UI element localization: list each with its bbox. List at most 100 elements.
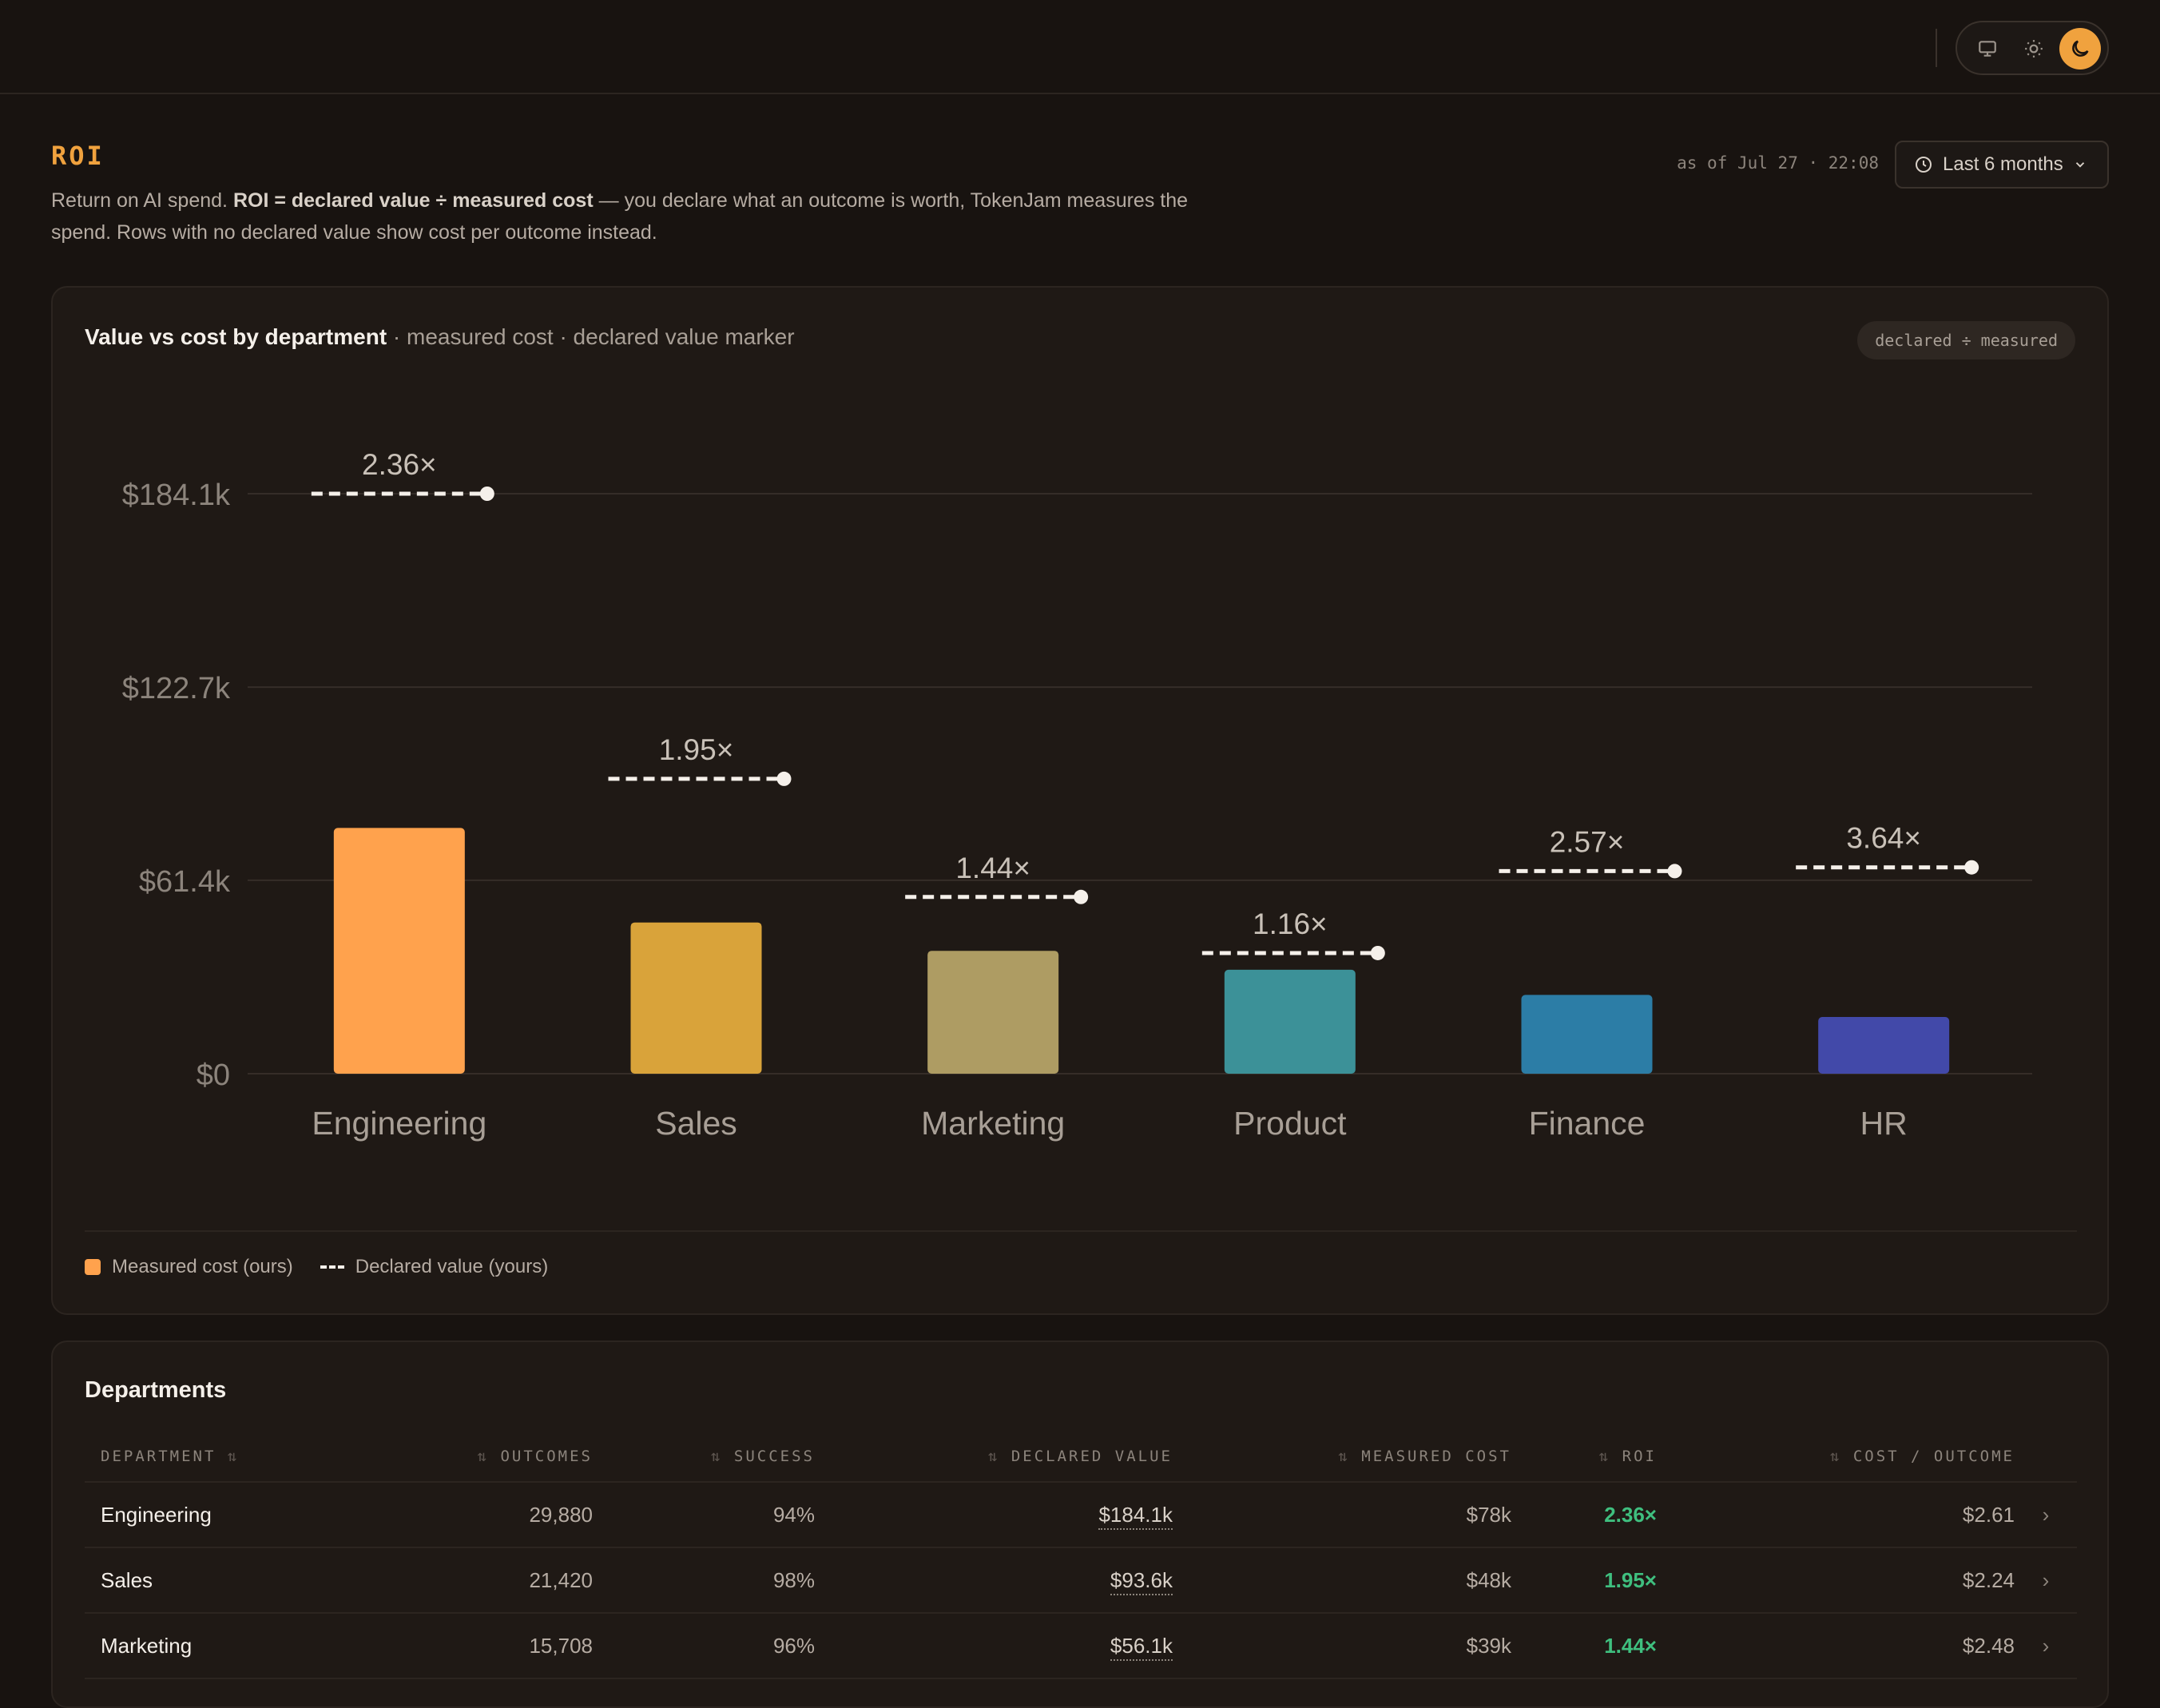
success-cell: 96% [593,1613,815,1679]
declared-value-dot [776,771,792,786]
roi-label: 1.44× [955,852,1030,884]
table-row[interactable]: Engineering 29,880 94% $184.1k $78k 2.36… [85,1482,2077,1548]
roi-cell: 1.95× [1511,1547,1657,1614]
declared-value-edit[interactable]: $184.1k [1098,1502,1173,1530]
roi-label: 3.64× [1846,822,1921,855]
sort-icon: ⇅ [1338,1448,1350,1465]
legend-value-label: Declared value (yours) [355,1256,549,1277]
moon-icon [2072,40,2089,57]
roi-cell: 2.36× [1511,1482,1657,1548]
chart-title-main: Value vs cost by department [85,324,387,349]
chart-subtitle: · measured cost · declared value marker [387,324,795,349]
measured-cost-cell: $39k [1173,1613,1511,1679]
value-vs-cost-chart: $0 $61.4k $122.7k $184.1k 2.36× Engineering 1.… [122,448,2032,1142]
column-header-actions [2015,1432,2077,1483]
column-header-measured-cost[interactable]: ⇅ MEASURED COST [1173,1432,1511,1483]
department-name: Marketing [85,1613,398,1679]
column-header-success[interactable]: ⇅ SUCCESS [593,1432,815,1483]
cost-bar [1818,1017,1950,1074]
column-header-cost-per-outcome[interactable]: ⇅ COST / OUTCOME [1657,1432,2015,1483]
y-tick-label: $61.4k [139,865,231,899]
chart-legend: Measured cost (ours) Declared value (you… [85,1256,548,1278]
declared-value-edit[interactable]: $93.6k [1110,1567,1173,1595]
formula-pill: declared ÷ measured [1857,321,2075,359]
cost-bar [333,828,465,1074]
sort-icon: ⇅ [711,1448,723,1465]
declared-value-cell: $184.1k [815,1482,1173,1548]
sort-icon: ⇅ [477,1448,490,1465]
description-lead: Return on AI spend. [51,189,233,212]
topbar-divider [1936,29,1937,67]
sun-icon [2025,40,2043,58]
department-name: Sales [85,1547,398,1614]
cost-bar [927,951,1059,1074]
table-row[interactable]: Marketing 15,708 96% $56.1k $39k 1.44× $… [85,1613,2077,1679]
x-category-label: Engineering [312,1105,486,1142]
x-category-label: Finance [1529,1105,1646,1142]
declared-value-dot [1370,945,1385,960]
sort-icon: ⇅ [227,1448,240,1465]
roi-label: 1.95× [659,733,734,766]
top-bar [0,0,2160,94]
y-tick-label: $0 [197,1059,230,1092]
legend-cost-label: Measured cost (ours) [112,1256,293,1277]
description-tail: — you declare what an outcome is worth, … [51,189,1189,244]
roi-label: 2.57× [1550,825,1625,858]
cost-per-outcome-cell: $2.24 [1657,1547,2015,1614]
declared-value-dot [1667,864,1682,879]
as-of-timestamp: as of Jul 27 · 22:08 [1677,153,1879,173]
legend-item-cost: Measured cost (ours) [85,1256,293,1278]
success-cell: 94% [593,1482,815,1548]
departments-table: DEPARTMENT ⇅ ⇅ OUTCOMES ⇅ SUCCESS ⇅ DECL… [85,1432,2077,1679]
sort-icon: ⇅ [1598,1448,1611,1465]
sort-icon: ⇅ [1829,1448,1842,1465]
column-label: ROI [1622,1448,1657,1465]
column-header-department[interactable]: DEPARTMENT ⇅ [85,1432,398,1483]
column-label: DEPARTMENT [101,1448,216,1465]
cost-swatch [85,1259,101,1275]
sort-icon: ⇅ [987,1448,1000,1465]
time-range-label: Last 6 months [1943,153,2063,175]
y-tick-label: $122.7k [122,672,231,705]
chevron-right-icon[interactable]: › [2015,1613,2077,1679]
outcomes-cell: 21,420 [398,1547,593,1614]
outcomes-cell: 15,708 [398,1613,593,1679]
legend-item-value: Declared value (yours) [320,1256,548,1278]
x-category-label: Sales [655,1105,737,1142]
x-category-label: Product [1233,1105,1347,1142]
x-category-label: Marketing [921,1105,1065,1142]
department-name: Engineering [85,1482,398,1548]
declared-value-cell: $93.6k [815,1547,1173,1614]
column-header-roi[interactable]: ⇅ ROI [1511,1432,1657,1483]
declared-value-dot [1964,860,1979,875]
time-range-dropdown[interactable]: Last 6 months [1895,141,2109,189]
chart-title: Value vs cost by department · measured c… [85,324,795,350]
declared-value-dot [1074,889,1089,904]
declared-value-edit[interactable]: $56.1k [1110,1633,1173,1661]
departments-title: Departments [85,1377,227,1403]
legend-divider [85,1230,2077,1232]
success-cell: 98% [593,1547,815,1614]
declared-value-dot [479,487,494,501]
theme-system-button[interactable] [1967,28,2008,70]
roi-label: 1.16× [1253,908,1328,940]
chevron-right-icon[interactable]: › [2015,1482,2077,1548]
declared-value-swatch [320,1265,344,1269]
column-header-declared-value[interactable]: ⇅ DECLARED VALUE [815,1432,1173,1483]
value-vs-cost-card: Value vs cost by department · measured c… [51,286,2109,1315]
measured-cost-cell: $48k [1173,1547,1511,1614]
column-label: COST / OUTCOME [1852,1448,2015,1465]
theme-light-button[interactable] [2013,28,2055,70]
theme-dark-button[interactable] [2059,28,2101,70]
column-label: OUTCOMES [500,1448,593,1465]
column-label: DECLARED VALUE [1011,1448,1173,1465]
chevron-down-icon [2075,162,2084,168]
table-header-row: DEPARTMENT ⇅ ⇅ OUTCOMES ⇅ SUCCESS ⇅ DECL… [85,1432,2077,1483]
table-row[interactable]: Sales 21,420 98% $93.6k $48k 1.95× $2.24… [85,1547,2077,1614]
departments-card: Departments DEPARTMENT ⇅ ⇅ OUTCOMES ⇅ SU… [51,1341,2109,1708]
outcomes-cell: 29,880 [398,1482,593,1548]
column-header-outcomes[interactable]: ⇅ OUTCOMES [398,1432,593,1483]
declared-value-cell: $56.1k [815,1613,1173,1679]
chevron-right-icon[interactable]: › [2015,1547,2077,1614]
clock-icon [1916,157,1932,173]
